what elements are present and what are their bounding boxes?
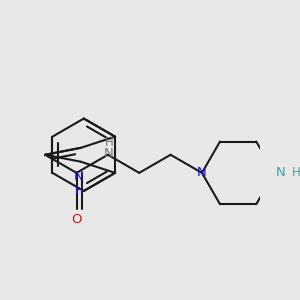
Text: O: O bbox=[71, 213, 82, 226]
Text: N: N bbox=[74, 170, 84, 183]
Text: H: H bbox=[292, 167, 300, 179]
Text: H: H bbox=[74, 184, 83, 197]
Text: H: H bbox=[104, 136, 113, 149]
Text: N: N bbox=[197, 167, 207, 179]
Text: N: N bbox=[275, 167, 285, 179]
Text: N: N bbox=[104, 147, 114, 160]
